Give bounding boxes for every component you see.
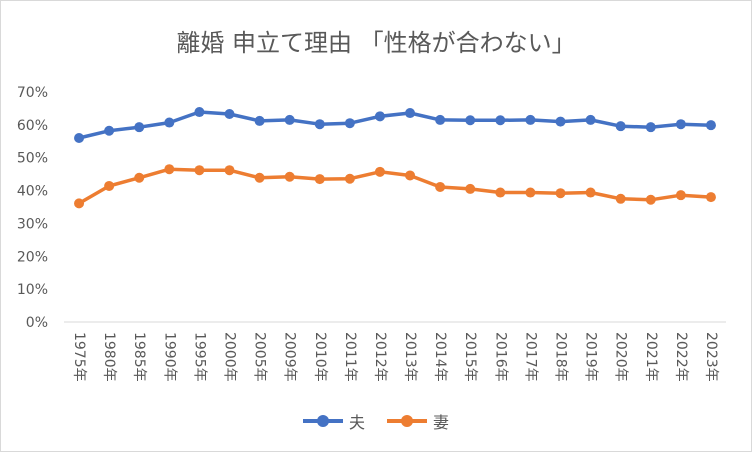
legend-marker	[302, 415, 343, 427]
y-tick-label: 40%	[17, 184, 48, 200]
x-tick-label: 1995年	[191, 332, 207, 382]
data-point	[555, 188, 566, 199]
data-point	[224, 165, 235, 176]
x-tick-label: 2014年	[432, 332, 448, 382]
x-tick-label: 2019年	[583, 332, 599, 382]
y-tick-label: 0%	[26, 315, 48, 331]
data-point	[344, 173, 355, 184]
y-tick-label: 70%	[17, 85, 48, 101]
x-tick-label: 2009年	[282, 332, 298, 382]
data-point	[465, 115, 476, 126]
data-point	[134, 122, 145, 133]
data-point	[405, 170, 416, 181]
legend: 夫妻	[1, 409, 751, 433]
x-tick-label: 2022年	[673, 332, 689, 382]
series-1	[74, 107, 716, 143]
y-tick-label: 10%	[17, 282, 48, 298]
x-tick-label: 2018年	[553, 332, 569, 382]
data-point	[405, 108, 416, 119]
data-point	[374, 166, 385, 177]
x-tick-label: 2000年	[222, 332, 238, 382]
data-point	[284, 114, 295, 125]
data-point	[74, 198, 85, 209]
data-point	[314, 174, 325, 185]
data-point	[254, 172, 265, 183]
x-axis-ticks: 1975年 1980年 1985年 1990年 1995年 2000年 2005年 2009年…	[71, 332, 719, 382]
x-tick-label: 2015年	[462, 332, 478, 382]
data-point	[645, 194, 656, 205]
series-2	[74, 164, 716, 209]
data-point	[164, 117, 175, 128]
y-tick-label: 60%	[17, 118, 48, 134]
data-point	[615, 193, 626, 204]
data-point	[74, 133, 85, 143]
x-tick-label: 2011年	[342, 332, 358, 382]
x-tick-label: 1980年	[101, 332, 117, 382]
data-point	[104, 125, 115, 136]
data-point	[224, 109, 235, 120]
data-point	[525, 114, 536, 125]
legend-label: 夫	[348, 413, 365, 432]
x-tick-label: 1975年	[71, 332, 87, 382]
data-point	[284, 171, 295, 182]
x-tick-label: 2013年	[402, 332, 418, 382]
data-point	[104, 180, 115, 191]
legend-item: 夫	[302, 409, 365, 433]
data-point	[435, 181, 446, 192]
data-point	[555, 116, 566, 127]
data-point	[465, 183, 476, 194]
y-tick-label: 30%	[17, 216, 48, 232]
data-point	[645, 122, 656, 133]
data-point	[615, 121, 626, 132]
x-tick-label: 1990年	[161, 332, 177, 382]
chart-title: 離婚 申立て理由 「性格が合わない」	[176, 29, 576, 57]
y-axis-ticks: 0% 10% 20% 30% 40% 50% 60% 70%	[17, 85, 48, 331]
data-point	[344, 118, 355, 129]
data-point	[495, 115, 506, 126]
data-point	[374, 111, 385, 122]
y-tick-label: 20%	[17, 249, 48, 265]
legend-item: 妻	[387, 409, 449, 433]
x-tick-label: 2020年	[613, 332, 629, 382]
data-point	[194, 165, 205, 176]
x-tick-label: 2012年	[372, 332, 388, 382]
x-tick-label: 2010年	[312, 332, 328, 382]
data-point	[705, 120, 716, 131]
data-point	[585, 114, 596, 125]
x-tick-label: 2016年	[492, 332, 508, 382]
line-chart: 0%10%20%30%40%50%60%70% 1975年 1980年 1985年 1…	[17, 85, 726, 382]
y-tick-label: 50%	[17, 151, 48, 167]
data-point	[675, 119, 686, 130]
x-tick-label: 2017年	[522, 332, 538, 382]
legend-marker	[387, 415, 427, 427]
series-layer	[74, 107, 716, 209]
x-tick-label: 1985年	[131, 332, 147, 382]
data-point	[194, 107, 205, 118]
data-point	[314, 119, 325, 130]
x-tick-label: 2005年	[252, 332, 268, 382]
data-point	[254, 115, 265, 126]
data-point	[164, 164, 175, 175]
data-point	[675, 190, 686, 201]
series-line	[78, 167, 712, 205]
legend-label: 妻	[433, 413, 450, 432]
x-tick-label: 2021年	[643, 332, 659, 382]
series-line	[78, 110, 712, 140]
data-point	[134, 172, 145, 183]
data-point	[525, 187, 536, 198]
data-point	[585, 187, 596, 198]
data-point	[495, 187, 506, 198]
x-tick-label: 2023年	[703, 332, 719, 382]
data-point	[705, 192, 716, 203]
data-point	[435, 114, 446, 125]
